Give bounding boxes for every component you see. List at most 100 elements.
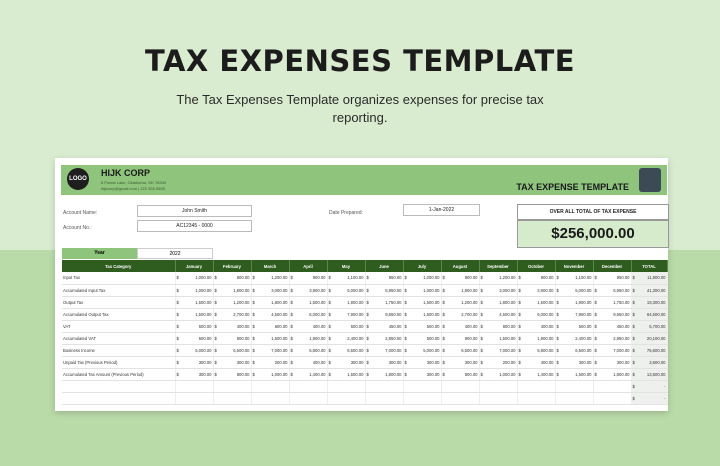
value-cell[interactable]: $1,100.00 <box>327 272 366 285</box>
value-cell[interactable]: $2,700.00 <box>213 308 252 321</box>
value-cell[interactable]: $1,800.00 <box>479 296 518 309</box>
value-cell[interactable]: $5,000.00 <box>175 344 214 357</box>
empty-cell[interactable] <box>365 392 404 405</box>
value-cell[interactable]: $200.00 <box>251 356 290 369</box>
value-cell[interactable]: $300.00 <box>175 356 214 369</box>
value-cell[interactable]: $600.00 <box>251 320 290 333</box>
empty-cell[interactable] <box>62 392 176 405</box>
value-cell[interactable]: $500.00 <box>555 320 594 333</box>
value-cell[interactable]: $1,800.00 <box>251 296 290 309</box>
value-cell[interactable]: $1,500.00 <box>327 368 366 381</box>
empty-cell[interactable] <box>479 380 518 393</box>
tax-category-cell[interactable]: Input Tax <box>62 272 176 285</box>
tax-category-cell[interactable]: Accumulated Output Tax <box>62 308 176 321</box>
empty-cell[interactable] <box>365 380 404 393</box>
value-cell[interactable]: $300.00 <box>441 356 480 369</box>
value-cell[interactable]: $300.00 <box>175 368 214 381</box>
value-cell[interactable]: $900.00 <box>441 332 480 345</box>
value-cell[interactable]: $4,500.00 <box>479 308 518 321</box>
value-cell[interactable]: $900.00 <box>213 332 252 345</box>
empty-cell[interactable] <box>327 392 366 405</box>
value-cell[interactable]: $1,500.00 <box>517 296 556 309</box>
value-cell[interactable]: $7,000.00 <box>365 344 404 357</box>
value-cell[interactable]: $4,500.00 <box>251 308 290 321</box>
value-cell[interactable]: $1,800.00 <box>593 368 632 381</box>
value-cell[interactable]: $7,000.00 <box>593 344 632 357</box>
empty-cell[interactable] <box>593 392 632 405</box>
value-cell[interactable]: $6,500.00 <box>441 344 480 357</box>
value-cell[interactable]: $1,500.00 <box>175 308 214 321</box>
value-cell[interactable]: $1,500.00 <box>251 332 290 345</box>
value-cell[interactable]: $5,950.00 <box>593 284 632 297</box>
value-cell[interactable]: $3,900.00 <box>289 284 328 297</box>
value-cell[interactable]: $1,200.00 <box>441 296 480 309</box>
value-cell[interactable]: $1,200.00 <box>213 296 252 309</box>
value-cell[interactable]: $300.00 <box>327 356 366 369</box>
value-cell[interactable]: $500.00 <box>403 332 442 345</box>
value-cell[interactable]: $6,500.00 <box>213 344 252 357</box>
value-cell[interactable]: $1,900.00 <box>555 296 594 309</box>
value-cell[interactable]: $1,500.00 <box>289 296 328 309</box>
empty-cell[interactable] <box>175 380 214 393</box>
total-cell[interactable]: $3,600.00 <box>631 356 668 369</box>
value-cell[interactable]: $200.00 <box>479 356 518 369</box>
value-cell[interactable]: $500.00 <box>175 320 214 333</box>
value-cell[interactable]: $5,950.00 <box>365 284 404 297</box>
total-cell[interactable]: $5,700.00 <box>631 320 668 333</box>
value-cell[interactable]: $300.00 <box>403 356 442 369</box>
empty-cell[interactable] <box>251 380 290 393</box>
value-cell[interactable]: $5,000.00 <box>403 344 442 357</box>
value-cell[interactable]: $400.00 <box>289 356 328 369</box>
total-cell[interactable]: $75,600.00 <box>631 344 668 357</box>
value-cell[interactable]: $1,800.00 <box>441 284 480 297</box>
value-cell[interactable]: $1,200.00 <box>479 272 518 285</box>
tax-category-cell[interactable]: Accumulated VAT <box>62 332 176 345</box>
total-cell[interactable]: $13,600.00 <box>631 368 668 381</box>
tax-category-cell[interactable]: Output Tax <box>62 296 176 309</box>
value-cell[interactable]: $900.00 <box>517 272 556 285</box>
tax-category-cell[interactable]: Accumulated Input Tax <box>62 284 176 297</box>
value-cell[interactable]: $3,000.00 <box>251 284 290 297</box>
value-cell[interactable]: $5,800.00 <box>289 344 328 357</box>
value-cell[interactable]: $9,650.00 <box>365 308 404 321</box>
value-cell[interactable]: $300.00 <box>555 356 594 369</box>
empty-cell[interactable] <box>403 380 442 393</box>
value-cell[interactable]: $1,900.00 <box>517 332 556 345</box>
total-cell[interactable]: $41,300.00 <box>631 284 668 297</box>
value-cell[interactable]: $7,900.00 <box>555 308 594 321</box>
year-field[interactable]: 2022 <box>137 248 213 259</box>
value-cell[interactable]: $2,400.00 <box>555 332 594 345</box>
value-cell[interactable]: $5,800.00 <box>517 344 556 357</box>
value-cell[interactable]: $1,500.00 <box>403 308 442 321</box>
total-cell[interactable]: $20,100.00 <box>631 332 668 345</box>
value-cell[interactable]: $400.00 <box>213 320 252 333</box>
value-cell[interactable]: $800.00 <box>441 272 480 285</box>
account-no-field[interactable]: AC12345 - 0000 <box>137 220 252 232</box>
empty-cell[interactable] <box>62 380 176 393</box>
value-cell[interactable]: $950.00 <box>365 272 404 285</box>
value-cell[interactable]: $1,400.00 <box>289 368 328 381</box>
value-cell[interactable]: $1,900.00 <box>289 332 328 345</box>
value-cell[interactable]: $6,000.00 <box>517 308 556 321</box>
value-cell[interactable]: $1,400.00 <box>517 368 556 381</box>
value-cell[interactable]: $450.00 <box>593 320 632 333</box>
empty-cell[interactable] <box>175 392 214 405</box>
total-cell[interactable]: $ - <box>631 392 668 405</box>
value-cell[interactable]: $1,100.00 <box>555 272 594 285</box>
date-field[interactable]: 1-Jan-2022 <box>403 204 480 216</box>
value-cell[interactable]: $600.00 <box>479 320 518 333</box>
empty-cell[interactable] <box>517 380 556 393</box>
value-cell[interactable]: $300.00 <box>403 368 442 381</box>
value-cell[interactable]: $1,000.00 <box>175 284 214 297</box>
empty-cell[interactable] <box>251 392 290 405</box>
account-name-field[interactable]: John Smith <box>137 205 252 217</box>
value-cell[interactable]: $2,850.00 <box>593 332 632 345</box>
value-cell[interactable]: $7,000.00 <box>251 344 290 357</box>
value-cell[interactable]: $450.00 <box>365 320 404 333</box>
value-cell[interactable]: $400.00 <box>517 320 556 333</box>
value-cell[interactable]: $300.00 <box>213 356 252 369</box>
value-cell[interactable]: $5,000.00 <box>327 284 366 297</box>
total-cell[interactable]: $11,900.00 <box>631 272 668 285</box>
value-cell[interactable]: $3,900.00 <box>517 284 556 297</box>
value-cell[interactable]: $900.00 <box>289 272 328 285</box>
